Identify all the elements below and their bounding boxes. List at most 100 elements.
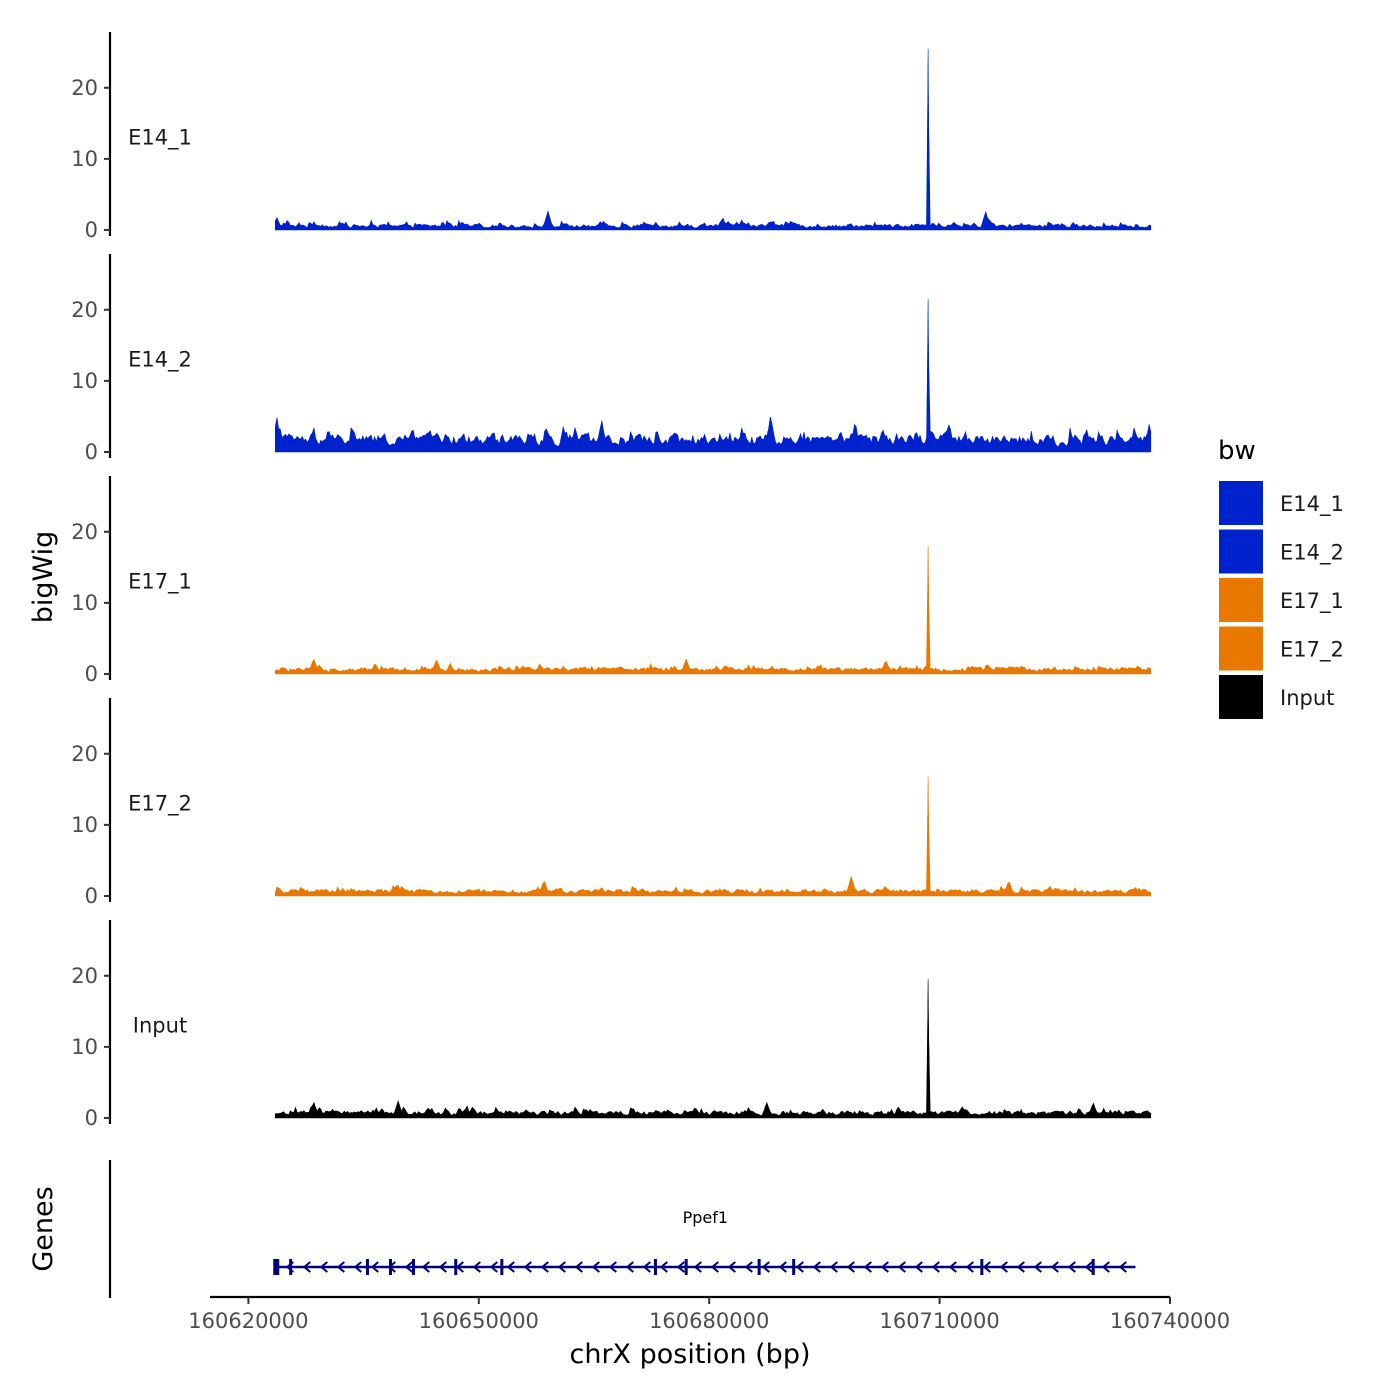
y-tick-label: 10 [71,369,98,393]
strand-arrow [965,1261,974,1273]
legend-label-E17_1: E17_1 [1280,589,1344,614]
gene-exon [365,1259,369,1275]
track-E17_2: 0 10 20 E17_2 [71,698,1152,908]
genes-panel: Ppef1 [108,1160,1136,1298]
y-tick-label: 20 [71,76,98,100]
strand-arrow [710,1261,719,1273]
track-Input: 0 10 20 Input [71,920,1152,1130]
strand-arrow [999,1261,1008,1273]
bigwig-tracks: 0 10 20 E14_1 0 10 20 E14_2 0 10 20 E17_1 0 10 20 E17_2… [71,32,1152,1130]
x-axis: 160620000 160650000 160680000 160710000 1607… [188,1295,1230,1333]
strand-arrow [744,1261,753,1273]
strand-arrow [1050,1261,1059,1273]
strand-arrow [778,1261,787,1273]
legend-label-E17_2: E17_2 [1280,638,1344,663]
strand-arrow [438,1261,447,1273]
y-tick-label: 0 [85,440,98,464]
y-tick-label: 20 [71,520,98,544]
y-tick-label: 20 [71,742,98,766]
strand-arrow [506,1261,515,1273]
x-tick-label: 160710000 [879,1309,999,1333]
track-label: E17_2 [128,792,192,817]
strand-arrow [319,1261,328,1273]
strand-arrow [880,1261,889,1273]
y-tick-label: 0 [85,218,98,242]
coverage-peak [926,546,931,674]
strand-arrow [693,1261,702,1273]
strand-arrow [727,1261,736,1273]
strand-arrow [574,1261,583,1273]
strand-arrow [931,1261,940,1273]
y-tick-label: 0 [85,662,98,686]
strand-arrow [302,1261,311,1273]
track-label: Input [133,1014,187,1038]
gene-exon [412,1259,416,1275]
x-tick-label: 160740000 [1110,1309,1230,1333]
strand-arrow [948,1261,957,1273]
strand-arrow [659,1261,668,1273]
strand-arrow [472,1261,481,1273]
x-tick-label: 160680000 [649,1309,769,1333]
strand-arrow [353,1261,362,1273]
coverage-area [275,979,1152,1119]
track-label: E14_2 [128,348,192,373]
strand-arrow [608,1261,617,1273]
y-tick-label: 10 [71,813,98,837]
strand-arrow [676,1261,685,1273]
track-E14_2: 0 10 20 E14_2 [71,254,1152,464]
track-label: E17_1 [128,570,192,595]
strand-arrow [540,1261,549,1273]
strand-arrow [557,1261,566,1273]
gene-exon [792,1259,796,1275]
legend-swatch-E14_2 [1219,529,1263,574]
gene-exon [388,1259,392,1275]
strand-arrow [370,1261,379,1273]
strand-arrow [846,1261,855,1273]
gene-name-label: Ppef1 [683,1208,728,1227]
strand-arrow [829,1261,838,1273]
legend-swatch-Input [1219,675,1263,719]
y-tick-label: 0 [85,884,98,908]
strand-arrow [1067,1261,1076,1273]
y-tick-label: 20 [71,298,98,322]
coverage-area [275,545,1152,675]
strand-arrow [812,1261,821,1273]
strand-arrow [523,1261,532,1273]
strand-arrow [761,1261,770,1273]
strand-arrow [404,1261,413,1273]
track-E14_1: 0 10 20 E14_1 [71,32,1152,242]
coverage-peak [926,299,931,452]
strand-arrow [1101,1261,1110,1273]
strand-arrow [455,1261,464,1273]
gene-exon [273,1259,280,1275]
strand-arrow [1118,1261,1127,1273]
track-E17_1: 0 10 20 E17_1 [71,476,1152,686]
legend-swatch-E14_1 [1219,481,1263,525]
gene-exon [454,1259,458,1275]
gene-exon [653,1259,657,1275]
y-tick-label: 0 [85,1106,98,1130]
x-tick-label: 160620000 [188,1309,308,1333]
x-tick-label: 160650000 [419,1309,539,1333]
y-axis-title: bigWig [28,531,59,624]
y-tick-label: 10 [71,1035,98,1059]
legend-label-Input: Input [1280,686,1334,710]
strand-arrow [863,1261,872,1273]
coverage-area [275,48,1152,231]
track-label: E14_1 [128,126,192,151]
strand-arrow [897,1261,906,1273]
strand-arrow [336,1261,345,1273]
coverage-peak [926,979,931,1118]
y-tick-label: 20 [71,964,98,988]
legend-label-E14_2: E14_2 [1280,541,1344,566]
strand-arrow [489,1261,498,1273]
coverage-area [275,299,1152,453]
strand-arrow [625,1261,634,1273]
gene-exon [500,1259,504,1275]
strand-arrow [795,1261,804,1273]
legend-swatch-E17_1 [1219,578,1263,622]
legend: bw E14_1 E14_2 E17_1 E17_2 Input [1218,436,1344,719]
strand-arrow [1084,1261,1093,1273]
y-tick-label: 10 [71,591,98,615]
